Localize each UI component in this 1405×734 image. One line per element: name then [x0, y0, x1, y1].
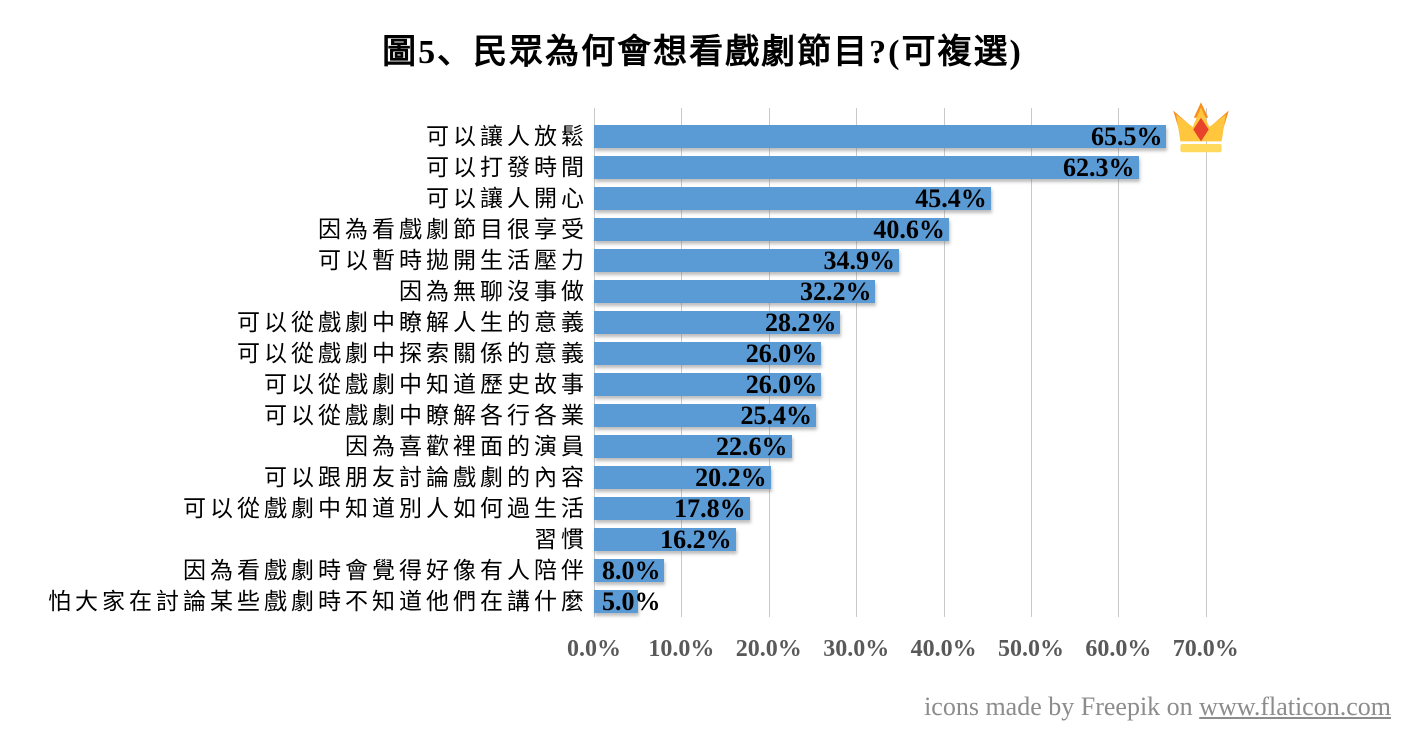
bar: [594, 280, 876, 303]
x-tick-label: 40.0%: [910, 636, 977, 662]
category-label: 因為無聊沒事做: [399, 279, 588, 304]
gridline: [1031, 108, 1032, 617]
bar: [594, 187, 991, 210]
bar-value-label: 26.0%: [745, 339, 818, 368]
x-tick-label: 50.0%: [998, 636, 1064, 662]
bar-value-label: 32.2%: [799, 277, 872, 306]
bar-value-label: 65.5%: [1090, 122, 1163, 151]
category-label: 可以從戲劇中瞭解人生的意義: [237, 310, 588, 335]
bar-value-label: 20.2%: [695, 463, 767, 492]
category-label: 可以讓人放鬆: [426, 124, 588, 149]
bar-value-label: 5.0%: [602, 587, 661, 616]
bar: [594, 466, 771, 489]
category-label: 因為看戲劇時會覺得好像有人陪伴: [183, 558, 588, 583]
gridline: [856, 108, 858, 617]
x-tick-label: 0.0%: [567, 636, 621, 662]
x-tick-label: 30.0%: [823, 636, 890, 662]
category-label: 因為喜歡裡面的演員: [345, 434, 588, 459]
x-tick-label: 10.0%: [648, 636, 715, 662]
flaticon-link[interactable]: www.flaticon.com: [1199, 692, 1391, 721]
bar: [594, 156, 1139, 179]
attribution-text: icons made by Freepik on: [924, 692, 1200, 721]
bar-value-label: 40.6%: [873, 215, 945, 244]
bar: [594, 528, 736, 551]
category-label: 可以從戲劇中知道歷史故事: [264, 372, 588, 397]
bar-value-label: 25.4%: [740, 401, 813, 430]
bar: [594, 373, 822, 396]
bar-value-label: 16.2%: [660, 525, 732, 554]
crown-icon: [1173, 102, 1230, 153]
x-tick-label: 60.0%: [1085, 636, 1152, 662]
category-label: 怕大家在討論某些戲劇時不知道他們在講什麼: [48, 589, 588, 614]
category-label: 可以打發時間: [426, 155, 588, 180]
category-label: 因為看戲劇節目很享受: [318, 217, 588, 242]
bar: [594, 559, 664, 582]
bar-value-label: 28.2%: [764, 308, 837, 337]
bar: [594, 497, 750, 520]
bar: [594, 249, 900, 272]
bar: [594, 218, 949, 241]
bar: [594, 311, 841, 334]
bar-value-label: 26.0%: [745, 370, 818, 399]
bar: [594, 404, 816, 427]
bar: [594, 125, 1167, 148]
attribution-footer: icons made by Freepik on www.flaticon.co…: [924, 692, 1391, 722]
bar-value-label: 34.9%: [823, 246, 896, 275]
gridline: [1205, 108, 1207, 617]
bar: [594, 342, 822, 365]
bar-value-label: 22.6%: [716, 432, 788, 461]
category-label: 可以暫時拋開生活壓力: [318, 248, 588, 273]
category-label: 可以從戲劇中探索關係的意義: [237, 341, 588, 366]
gridline: [1118, 108, 1120, 617]
bar-value-label: 8.0%: [602, 556, 661, 585]
category-label: 可以從戲劇中知道別人如何過生活: [183, 496, 588, 521]
bar-value-label: 17.8%: [674, 494, 746, 523]
gridline: [943, 108, 945, 617]
category-label: 可以跟朋友討論戲劇的內容: [264, 465, 588, 490]
category-label: 可以從戲劇中瞭解各行各業: [264, 403, 588, 428]
x-tick-label: 20.0%: [735, 636, 802, 662]
bar: [594, 435, 792, 458]
bar-value-label: 62.3%: [1063, 153, 1135, 182]
bar-value-label: 45.4%: [915, 184, 987, 213]
x-tick-label: 70.0%: [1172, 636, 1239, 662]
category-label: 習慣: [534, 527, 588, 552]
bar: [594, 590, 638, 613]
chart-title: 圖5、民眾為何會想看戲劇節目?(可複選): [382, 34, 1023, 71]
category-label: 可以讓人開心: [426, 186, 588, 211]
